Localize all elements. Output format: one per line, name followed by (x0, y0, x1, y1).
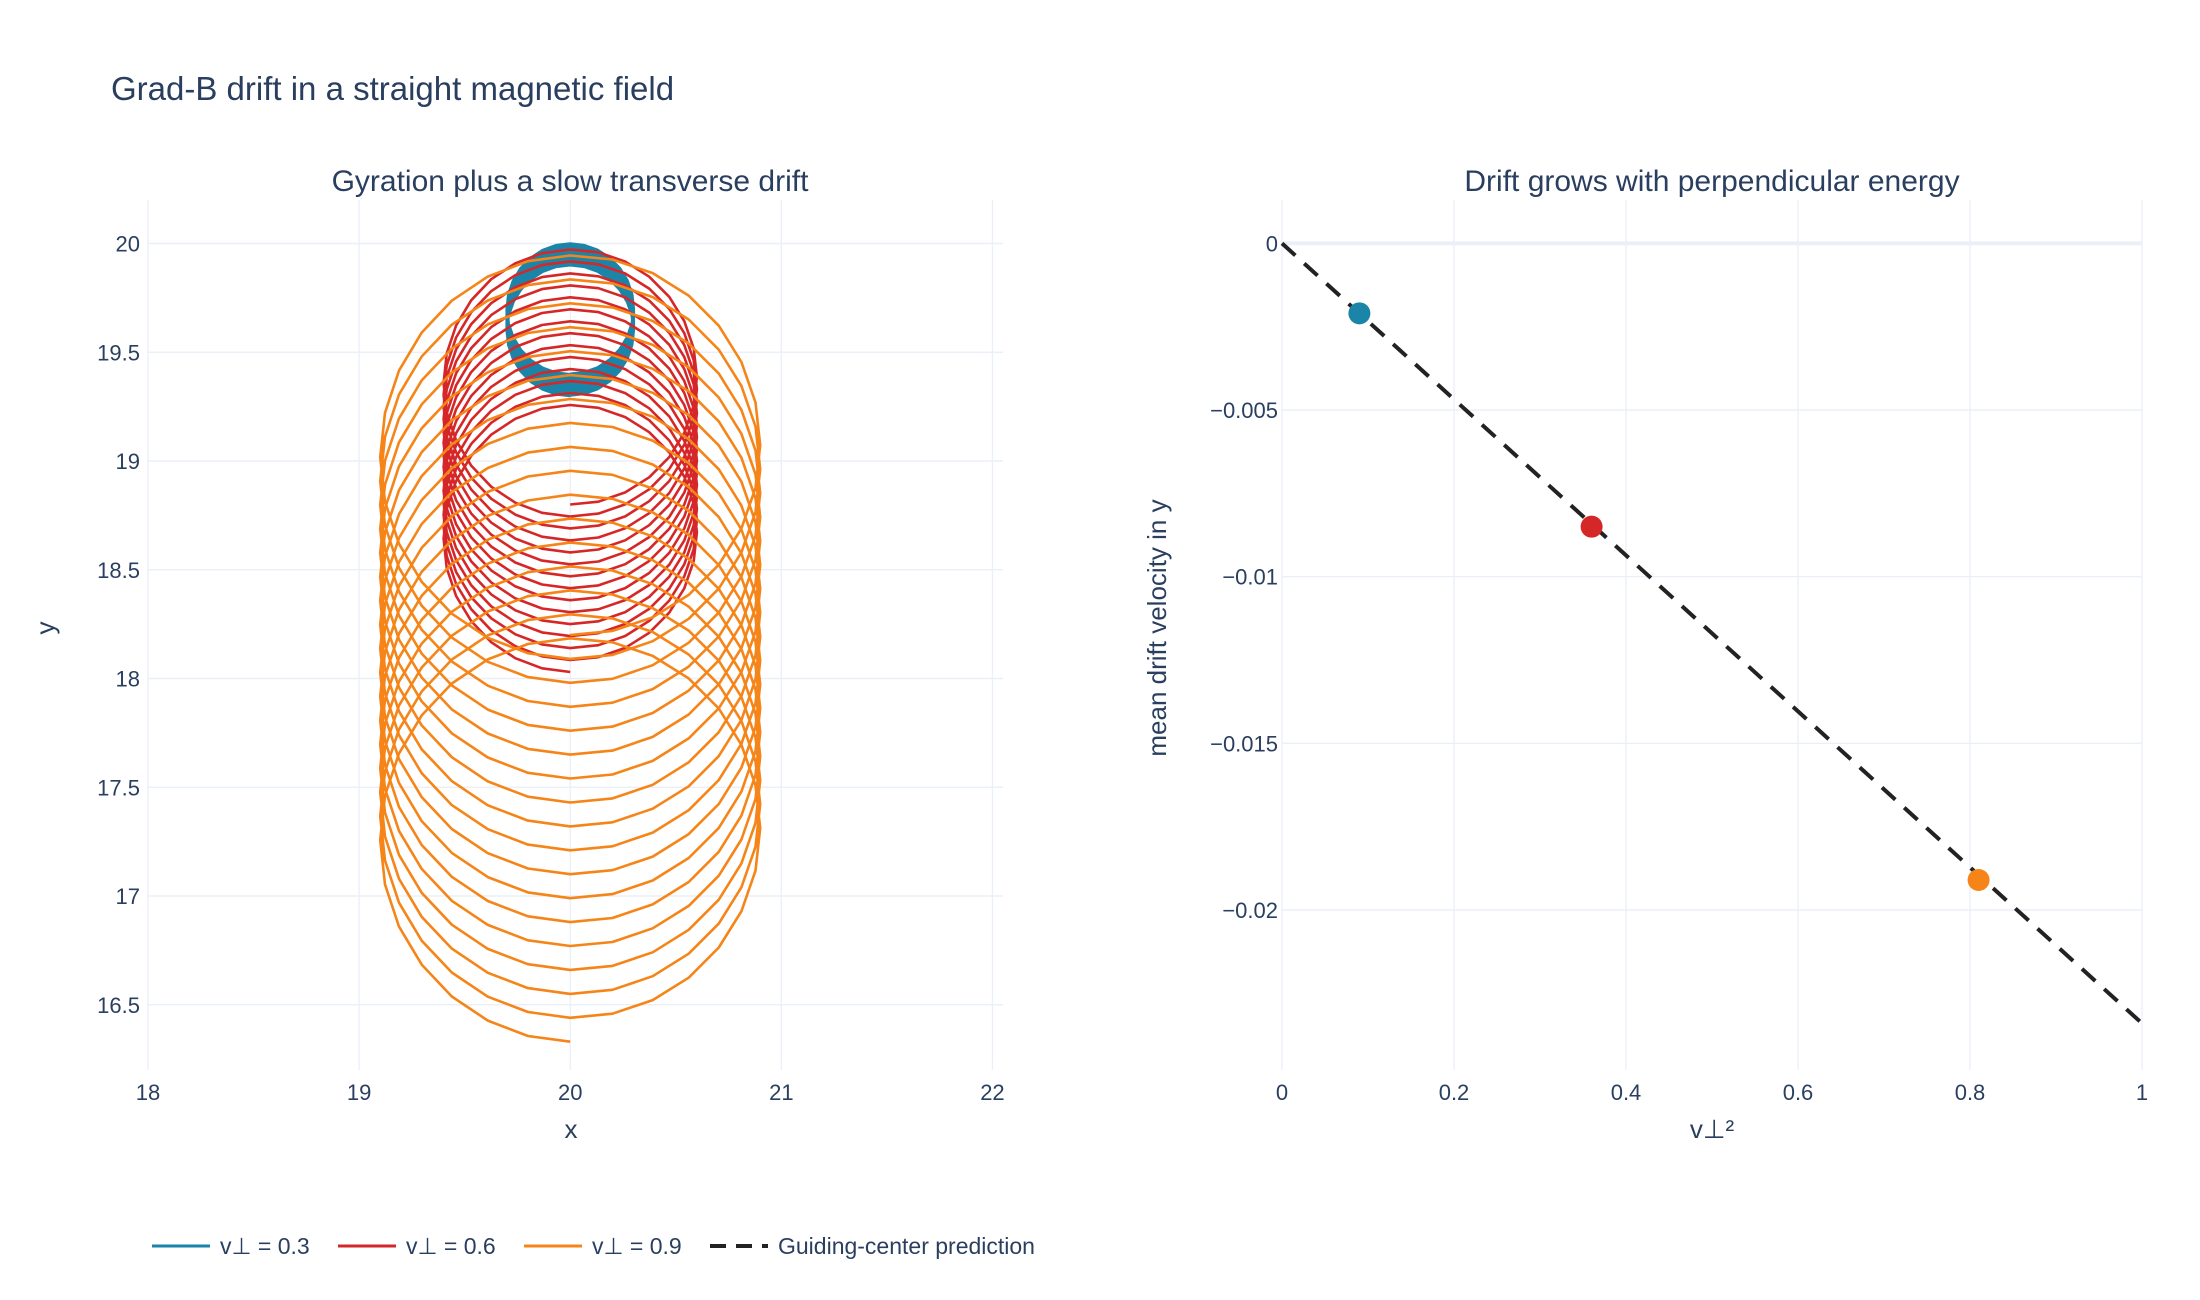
drift-y-axis-title: mean drift velocity in y (1142, 499, 1172, 756)
drift-x-tick-label: 0.8 (1955, 1080, 1986, 1105)
drift-y-tick-label: −0.005 (1210, 398, 1278, 423)
drift-x-tick-label: 0.2 (1439, 1080, 1470, 1105)
trajectory-y-tick-label: 17 (116, 884, 140, 909)
drift-data-point (1967, 869, 1990, 891)
drift-y-tick-label: −0.02 (1222, 898, 1278, 923)
legend-item[interactable]: v⊥ = 0.9 (524, 1233, 682, 1259)
drift-data-point (1348, 302, 1371, 325)
trajectory-y-tick-label: 19 (116, 449, 140, 474)
trajectory-x-tick-label: 19 (347, 1080, 371, 1105)
trajectory-line (378, 254, 762, 1043)
trajectory-panel: 18 19 20 21 22 16.5 17 17.5 18 18.5 19 19.5 20 Gyrat… (30, 165, 1005, 1144)
trajectory-y-tick-label: 16.5 (97, 993, 140, 1018)
drift-traces (1280, 241, 2144, 1025)
guiding-center-prediction-line (1280, 241, 2144, 1025)
drift-y-tick-label: −0.015 (1210, 731, 1278, 756)
legend-label: v⊥ = 0.6 (406, 1233, 496, 1259)
trajectory-tick-labels: 18 19 20 21 22 16.5 17 17.5 18 18.5 19 19.5 20 (97, 232, 1005, 1106)
trajectory-x-tick-label: 22 (980, 1080, 1004, 1105)
drift-tick-labels: 0 0.2 0.4 0.6 0.8 1 0 −0.005 −0.01 −0.015 −0.02 (1210, 231, 2148, 1105)
drift-x-tick-label: 0.6 (1783, 1080, 1814, 1105)
trajectory-line (505, 242, 636, 398)
drift-y-tick-label: 0 (1266, 231, 1278, 256)
legend-label: Guiding-center prediction (778, 1233, 1035, 1259)
legend-item[interactable]: v⊥ = 0.3 (152, 1233, 310, 1259)
trajectory-subplot-title: Gyration plus a slow transverse drift (332, 165, 810, 198)
drift-x-tick-label: 0 (1276, 1080, 1288, 1105)
trajectory-y-tick-label: 18.5 (97, 558, 140, 583)
drift-y-tick-label: −0.01 (1222, 565, 1278, 590)
trajectory-y-axis-title: y (30, 622, 60, 635)
drift-x-tick-label: 0.4 (1611, 1080, 1642, 1105)
trajectory-traces (378, 242, 762, 1043)
trajectory-x-tick-label: 21 (769, 1080, 793, 1105)
legend[interactable]: v⊥ = 0.3 v⊥ = 0.6 v⊥ = 0.9 Guiding-center p… (152, 1233, 1035, 1259)
legend-item[interactable]: Guiding-center prediction (710, 1233, 1035, 1259)
trajectory-y-tick-label: 18 (116, 667, 140, 692)
legend-label: v⊥ = 0.3 (220, 1233, 310, 1259)
main-title: Grad-B drift in a straight magnetic fiel… (111, 70, 674, 107)
drift-gridlines (1281, 200, 2143, 1070)
drift-panel: 0 0.2 0.4 0.6 0.8 1 0 −0.005 −0.01 −0.015 −0.02 Dr… (1142, 165, 2148, 1144)
trajectory-x-axis-title: x (565, 1114, 578, 1144)
drift-subplot-title: Drift grows with perpendicular energy (1464, 165, 1959, 198)
legend-item[interactable]: v⊥ = 0.6 (338, 1233, 496, 1259)
drift-data-point (1580, 515, 1603, 538)
trajectory-x-tick-label: 18 (136, 1080, 160, 1105)
trajectory-y-tick-label: 19.5 (97, 340, 140, 365)
trajectory-x-tick-label: 20 (558, 1080, 582, 1105)
drift-x-axis-title: v⊥² (1690, 1114, 1735, 1144)
legend-label: v⊥ = 0.9 (592, 1233, 682, 1259)
trajectory-y-tick-label: 20 (116, 232, 140, 257)
drift-x-tick-label: 1 (2136, 1080, 2148, 1105)
trajectory-y-tick-label: 17.5 (97, 775, 140, 800)
